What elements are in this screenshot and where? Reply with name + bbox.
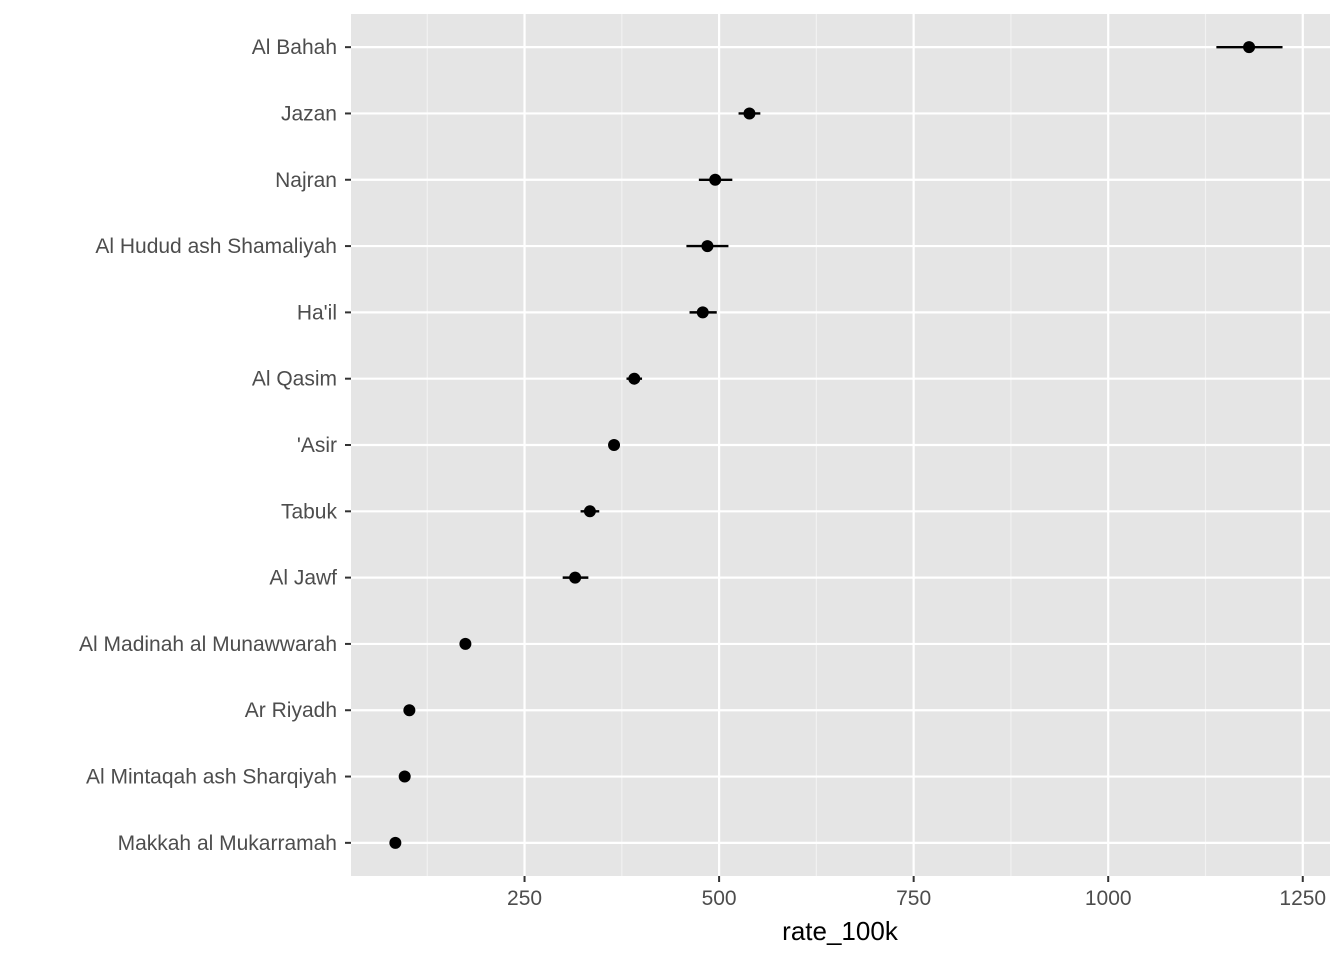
- data-point: [1243, 41, 1256, 54]
- y-tick-label: Ar Riyadh: [245, 699, 337, 722]
- y-tick-label: Al Mintaqah ash Sharqiyah: [86, 766, 337, 789]
- data-point: [459, 637, 472, 650]
- data-point: [389, 836, 402, 849]
- y-tick-label: Ha'il: [297, 301, 337, 324]
- y-tick-label: Al Qasim: [252, 368, 337, 391]
- y-tick-label: 'Asir: [297, 434, 337, 457]
- data-point: [709, 173, 722, 186]
- data-point: [701, 240, 714, 253]
- data-point: [569, 571, 582, 584]
- y-tick-label: Al Hudud ash Shamaliyah: [95, 235, 337, 258]
- data-marks: [389, 41, 1283, 849]
- y-tick-label: Al Jawf: [269, 567, 337, 590]
- y-axis: Al Bahah Jazan Najran Al Hudud ash Shamaliy…: [79, 36, 351, 855]
- y-tick-label: Tabuk: [281, 500, 338, 523]
- y-tick-label: Makkah al Mukarramah: [118, 832, 337, 855]
- data-point: [403, 704, 416, 717]
- x-axis-title: rate_100k: [782, 916, 899, 946]
- data-point: [743, 107, 756, 120]
- major-gridlines: [351, 14, 1330, 876]
- data-point: [583, 505, 596, 518]
- data-point: [608, 439, 621, 451]
- x-tick-label: 1250: [1279, 887, 1326, 910]
- y-tick-label: Jazan: [281, 102, 337, 125]
- x-tick-label: 1000: [1085, 887, 1132, 910]
- x-axis: 250 500 750 1000 1250: [507, 876, 1326, 910]
- data-point: [696, 306, 709, 319]
- x-tick-label: 250: [507, 887, 542, 910]
- y-tick-label: Al Bahah: [252, 36, 337, 59]
- x-tick-label: 500: [702, 887, 737, 910]
- x-tick-label: 750: [896, 887, 931, 910]
- y-tick-label: Al Madinah al Munawwarah: [79, 633, 337, 656]
- y-tick-label: Najran: [275, 169, 337, 192]
- data-point: [398, 770, 411, 783]
- data-point: [628, 372, 641, 385]
